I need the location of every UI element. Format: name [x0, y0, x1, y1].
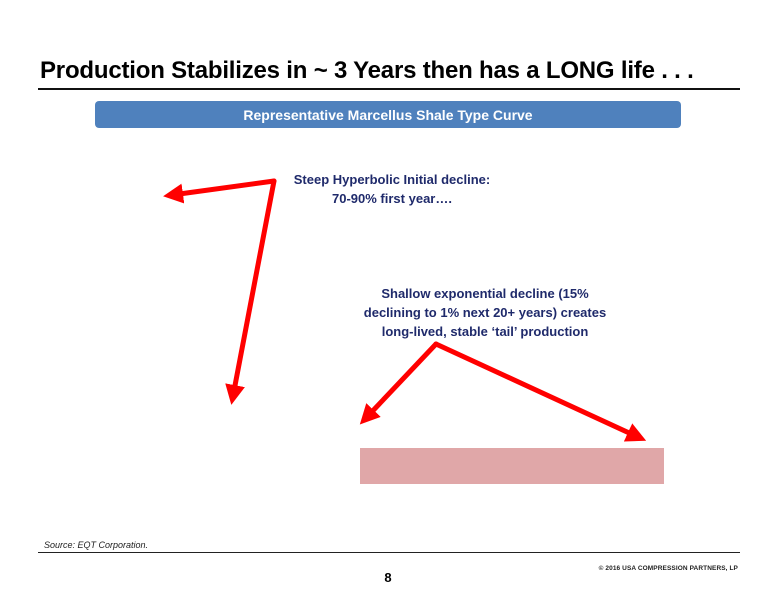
- initial-decline-line-1: Steep Hyperbolic Initial decline:: [293, 172, 491, 187]
- initial-decline-callout: Steep Hyperbolic Initial decline: 70-90%…: [262, 170, 522, 208]
- tail-decline-line-3: long-lived, stable ‘tail’ production: [381, 324, 589, 339]
- source-note: Source: EQT Corporation.: [44, 540, 149, 550]
- footer-divider: [38, 552, 740, 553]
- chart-banner: Representative Marcellus Shale Type Curv…: [95, 101, 681, 128]
- arrow-down-right-icon: [433, 341, 647, 442]
- arrow-down-icon: [225, 178, 277, 405]
- tail-production-band: [360, 448, 664, 484]
- page-number: 8: [384, 570, 392, 585]
- initial-decline-line-2: 70-90% first year….: [332, 191, 452, 206]
- tail-decline-line-1: Shallow exponential decline (15%: [381, 286, 589, 301]
- tail-decline-callout: Shallow exponential decline (15% declini…: [330, 284, 640, 341]
- arrow-up-left-icon: [163, 178, 277, 204]
- title-divider: [38, 88, 740, 90]
- tail-decline-line-2: declining to 1% next 20+ years) creates: [363, 305, 607, 320]
- arrow-down-left-icon: [359, 341, 439, 425]
- copyright: © 2016 USA COMPRESSION PARTNERS, LP: [598, 565, 738, 572]
- slide-title: Production Stabilizes in ~ 3 Years then …: [40, 57, 694, 84]
- banner-label: Representative Marcellus Shale Type Curv…: [243, 106, 533, 123]
